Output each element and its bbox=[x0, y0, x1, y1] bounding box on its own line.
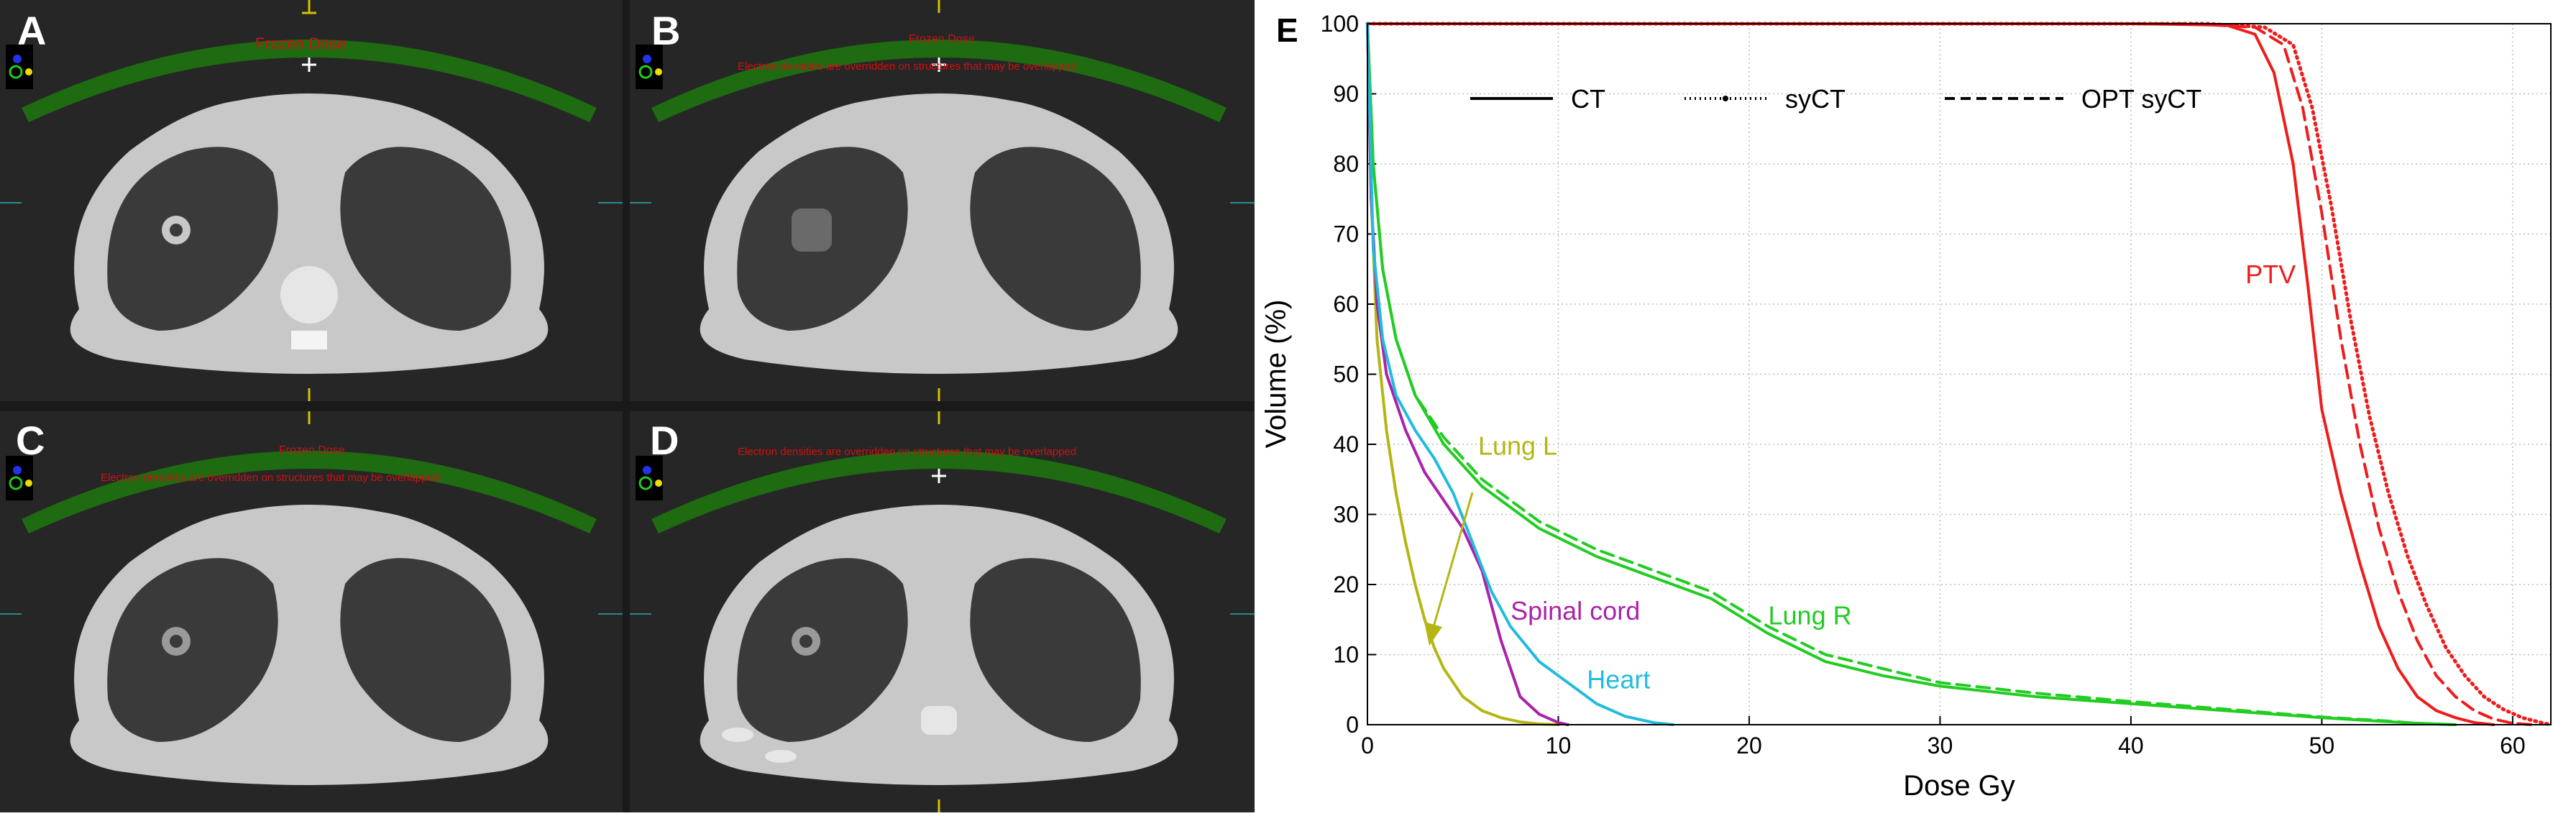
series-line-lung-r-dashed bbox=[1366, 22, 2457, 726]
x-tick-label: 30 bbox=[1928, 733, 1953, 758]
dose-band bbox=[22, 40, 597, 122]
y-tick-label: 90 bbox=[1333, 81, 1359, 107]
x-tick-label: 40 bbox=[2118, 733, 2144, 758]
legend-label-syct: syCT bbox=[1785, 84, 1846, 114]
y-tick-label: 40 bbox=[1333, 431, 1359, 457]
ct-scan-image bbox=[0, 411, 623, 785]
y-tick-label: 0 bbox=[1346, 712, 1359, 738]
series-line-ptv-dashed bbox=[1366, 22, 2534, 726]
lung-left-region bbox=[340, 558, 511, 742]
y-tick-label: 60 bbox=[1333, 291, 1359, 317]
annotation-lung-l: Lung L bbox=[1478, 431, 1557, 461]
ct-scan-image bbox=[630, 411, 1255, 812]
series-line-heart-solid bbox=[1366, 22, 1674, 726]
ct-scan-image bbox=[630, 0, 1255, 401]
panel-label-b: B bbox=[651, 8, 681, 53]
y-axis-ticks: 0 10 20 30 40 50 60 70 80 90 100 bbox=[1321, 11, 1376, 738]
lung-l-arrowhead bbox=[1424, 622, 1442, 646]
dvh-chart: E 0 10 20 30 40 50 60 0 10 20 30 40 50 60 70 80 90 100 D… bbox=[1260, 11, 2553, 802]
panel-overlay-text-1: Frozen Dose bbox=[279, 444, 345, 457]
lung-l-arrow bbox=[1431, 492, 1474, 630]
lung-left-region bbox=[970, 558, 1141, 742]
plot-frame bbox=[1367, 23, 2552, 725]
x-tick-label: 10 bbox=[1546, 733, 1572, 758]
ct-panel-a: A Frozen Dose bbox=[0, 0, 623, 401]
series-line-ptv-dotted bbox=[1365, 22, 2553, 727]
panel-label-d: D bbox=[650, 418, 679, 463]
y-tick-label: 50 bbox=[1333, 362, 1359, 388]
dose-band bbox=[651, 451, 1227, 533]
panel-overlay-text-2: Electron densities are overridden on str… bbox=[101, 472, 440, 484]
dvh-chart-panel: E 0 10 20 30 40 50 60 0 10 20 30 40 50 60 70 80 90 100 D… bbox=[1255, 0, 2576, 812]
chart-panel-label: E bbox=[1276, 12, 1298, 49]
annotations: PTV Lung L Spinal cord Heart Lung R bbox=[1478, 260, 2296, 694]
dose-band bbox=[651, 40, 1227, 122]
lung-right-region bbox=[107, 147, 278, 331]
lung-left-region bbox=[970, 147, 1141, 331]
panel-label-c: C bbox=[16, 418, 45, 463]
dose-band bbox=[22, 451, 597, 533]
panel-overlay-text-1: Frozen Dose bbox=[909, 33, 975, 45]
y-tick-label: 100 bbox=[1321, 11, 1359, 37]
y-tick-label: 70 bbox=[1333, 221, 1359, 247]
x-tick-label: 20 bbox=[1736, 733, 1762, 758]
panel-label-a: A bbox=[17, 8, 47, 53]
ct-image-panels: A Frozen Dose B Frozen Dose Electron den… bbox=[0, 0, 1255, 812]
ct-panel-c: C Frozen Dose Electron densities are ove… bbox=[0, 411, 623, 812]
annotation-ptv: PTV bbox=[2245, 260, 2296, 289]
lung-left-region bbox=[340, 147, 511, 331]
annotation-heart: Heart bbox=[1587, 664, 1650, 694]
panel-overlay-text-1: Frozen Dose bbox=[255, 35, 346, 52]
ct-panel-b: B Frozen Dose Electron densities are ove… bbox=[630, 0, 1255, 401]
lung-right-region bbox=[737, 558, 908, 742]
x-tick-label: 0 bbox=[1361, 733, 1374, 758]
x-axis-label: Dose Gy bbox=[1903, 770, 2015, 802]
ct-panel-d: D Electron densities are overridden on s… bbox=[630, 411, 1255, 812]
series-line-ptv-solid bbox=[1366, 22, 2495, 726]
y-tick-label: 30 bbox=[1333, 502, 1359, 528]
x-axis-ticks: 0 10 20 30 40 50 60 bbox=[1361, 716, 2526, 758]
ct-scan-image bbox=[0, 0, 623, 401]
x-tick-label: 60 bbox=[2500, 733, 2526, 758]
legend-label-opt-syct: OPT syCT bbox=[2081, 84, 2201, 114]
y-tick-label: 20 bbox=[1333, 572, 1359, 597]
y-tick-label: 80 bbox=[1333, 151, 1359, 177]
lung-right-region bbox=[107, 558, 278, 742]
x-tick-label: 50 bbox=[2309, 733, 2335, 758]
legend-marker-syct bbox=[1723, 96, 1728, 101]
legend-label-ct: CT bbox=[1571, 84, 1605, 114]
annotation-lung-r: Lung R bbox=[1769, 601, 1852, 631]
annotation-spinal-cord: Spinal cord bbox=[1511, 596, 1640, 625]
legend: CT syCT OPT syCT bbox=[1470, 84, 2201, 114]
panel-overlay-text-2: Electron densities are overridden on str… bbox=[738, 446, 1077, 458]
y-axis-label: Volume (%) bbox=[1260, 300, 1292, 449]
y-tick-label: 10 bbox=[1333, 642, 1359, 668]
panel-overlay-text-2: Electron densities are overridden on str… bbox=[738, 60, 1077, 73]
